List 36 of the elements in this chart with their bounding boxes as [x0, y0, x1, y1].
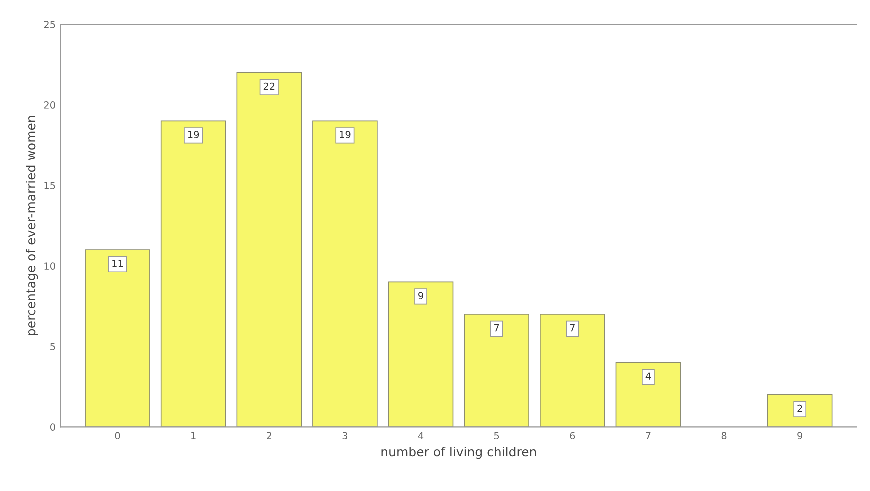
bar — [540, 314, 606, 428]
bar — [767, 394, 833, 428]
bar — [388, 282, 454, 428]
data-label: 22 — [264, 82, 275, 90]
x-tick-label: 1 — [192, 432, 196, 440]
y-tick-label: 5 — [50, 343, 56, 350]
y-tick-label: 20 — [44, 102, 56, 109]
x-tick-label: 8 — [722, 432, 727, 440]
bar — [236, 72, 302, 428]
x-tick-label: 5 — [494, 432, 500, 440]
y-tick-label: 25 — [44, 21, 56, 28]
bar — [464, 314, 530, 428]
data-label: 7 — [570, 324, 575, 332]
bar — [616, 362, 682, 428]
bar — [312, 120, 378, 428]
y-axis-title: percentage of ever-married women — [26, 116, 38, 336]
data-label: 7 — [494, 324, 500, 332]
x-tick-label: 9 — [798, 432, 802, 440]
data-label: 4 — [646, 372, 652, 380]
bar — [160, 120, 226, 428]
data-label: 19 — [340, 131, 351, 138]
y-tick-label: 15 — [44, 182, 56, 190]
data-label: 11 — [112, 260, 124, 268]
x-tick-label: 7 — [646, 432, 651, 440]
data-label: 2 — [798, 404, 802, 412]
x-tick-label: 3 — [342, 432, 348, 440]
x-tick-label: 2 — [267, 432, 272, 440]
x-tick-label: 0 — [115, 432, 120, 440]
y-tick-label: 10 — [44, 262, 56, 270]
x-tick-label: 4 — [418, 432, 424, 440]
data-label: 9 — [418, 292, 424, 300]
x-tick-label: 6 — [570, 432, 576, 440]
y-tick-label: 0 — [50, 424, 56, 431]
x-axis-title: number of living children — [382, 446, 536, 460]
data-label: 19 — [188, 131, 200, 138]
bar — [85, 250, 150, 428]
